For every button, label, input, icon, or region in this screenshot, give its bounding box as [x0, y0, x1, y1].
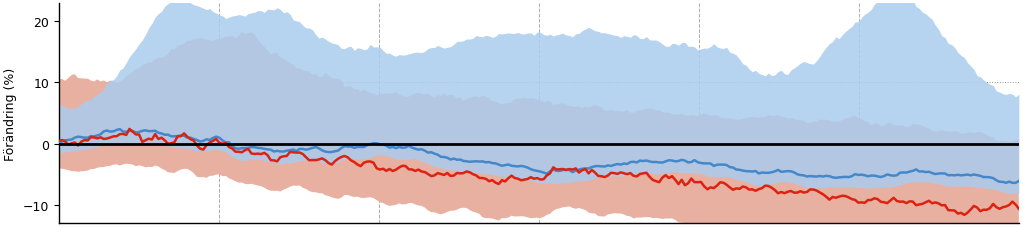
Y-axis label: Förändring (%): Förändring (%)	[4, 67, 17, 160]
